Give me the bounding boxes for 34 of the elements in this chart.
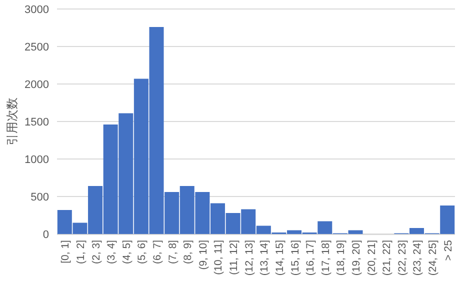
x-tick-label: (8, 9] xyxy=(182,240,194,264)
y-tick-label: 2000 xyxy=(24,79,49,91)
x-tick-label: (1, 2] xyxy=(74,240,87,264)
x-tick-label: (21, 22] xyxy=(381,240,394,276)
x-tick-label: (17, 18] xyxy=(320,240,332,276)
x-tick-label: (13, 14] xyxy=(258,240,271,276)
x-tick-label: (20, 21] xyxy=(366,240,378,276)
x-tick-label: (11, 12] xyxy=(228,240,240,275)
x-tick-label: (12, 13] xyxy=(243,240,256,276)
y-tick-label: 1000 xyxy=(24,154,49,166)
y-tick-label: 500 xyxy=(30,192,49,204)
x-tick-label: (15, 16] xyxy=(289,240,302,276)
x-tick-label: > 25 xyxy=(442,240,454,261)
x-tick-label: [0, 1] xyxy=(60,240,72,264)
x-tick-label: (14, 15] xyxy=(274,240,286,276)
y-tick-label: 3000 xyxy=(24,4,49,16)
x-tick-label: (22, 23] xyxy=(396,240,408,276)
x-tick-label: (24, 25] xyxy=(427,240,440,276)
x-tick-label: (5, 6] xyxy=(136,240,148,264)
x-tick-label: (2, 3] xyxy=(90,240,102,264)
x-tick-label: (19, 20] xyxy=(350,240,362,276)
x-tick-label: (7, 8] xyxy=(166,240,179,264)
x-tick-label: (10, 11] xyxy=(212,240,225,275)
y-tick-label: 1500 xyxy=(24,116,49,128)
x-tick-label: (23, 24] xyxy=(412,240,424,276)
x-tick-label: (16, 17] xyxy=(304,240,317,276)
y-tick-label: 0 xyxy=(42,229,49,241)
x-tick-label: (3, 4] xyxy=(106,240,118,264)
y-axis-title: 引用次数 xyxy=(5,98,19,146)
x-tick-label: (6, 7] xyxy=(152,240,164,264)
x-tick-label: (18, 19] xyxy=(335,240,348,276)
y-tick-label: 2500 xyxy=(24,42,49,54)
x-tick-label: (4, 5] xyxy=(120,240,133,264)
x-tick-label: (9, 10] xyxy=(197,240,210,270)
